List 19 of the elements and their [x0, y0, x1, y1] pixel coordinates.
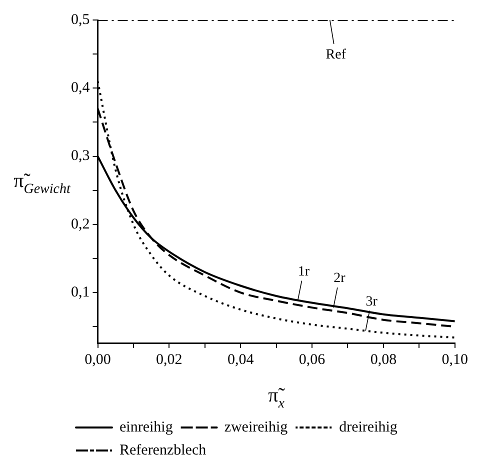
legend-label: einreihig	[120, 419, 174, 436]
x-tick-label: 0,06	[298, 352, 326, 368]
y-tick-label: 0,5	[71, 12, 90, 28]
y-tick-label: 0,2	[71, 216, 90, 232]
legend-label: dreireihig	[339, 419, 398, 436]
y-tick-label: 0,3	[71, 148, 90, 164]
legend-label: Referenzblech	[120, 442, 207, 458]
y-tick-label: 0,1	[71, 284, 90, 301]
annotation: 3r	[366, 294, 378, 310]
annotation: 1r	[298, 264, 310, 280]
legend-label: zweireihig	[224, 419, 288, 436]
x-tick-label: 0,10	[442, 352, 468, 368]
annotation: 2r	[334, 271, 346, 286]
x-tick-label: 0,04	[227, 352, 254, 368]
x-tick-label: 0,00	[84, 352, 111, 368]
annotation: Ref	[326, 48, 346, 63]
x-tick-label: 0,02	[156, 352, 182, 368]
y-tick-label: 0,4	[71, 80, 90, 96]
x-tick-label: 0,08	[370, 352, 397, 368]
